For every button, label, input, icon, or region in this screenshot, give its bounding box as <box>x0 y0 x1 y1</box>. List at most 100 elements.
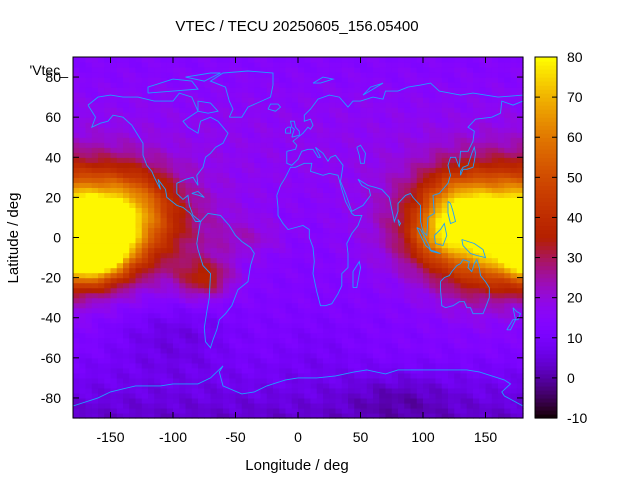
heatmap-cell <box>160 327 168 334</box>
heatmap-cell <box>348 127 355 133</box>
heatmap-cell <box>260 322 268 329</box>
heatmap-cell <box>498 272 505 279</box>
heatmap-cell <box>410 397 418 404</box>
heatmap-cell <box>323 147 330 153</box>
heatmap-cell <box>173 152 180 158</box>
heatmap-cell <box>460 82 468 88</box>
heatmap-cell <box>298 322 305 329</box>
heatmap-cell <box>423 127 430 133</box>
heatmap-cell <box>185 162 193 168</box>
heatmap-cell <box>73 197 80 203</box>
heatmap-cell <box>304 352 312 359</box>
heatmap-cell <box>198 262 205 269</box>
heatmap-cell <box>341 377 349 384</box>
heatmap-cell <box>310 387 318 394</box>
heatmap-cell <box>510 372 518 379</box>
heatmap-cell <box>241 107 249 113</box>
heatmap-cell <box>204 337 212 344</box>
heatmap-cell <box>254 127 262 133</box>
heatmap-cell <box>166 207 174 214</box>
heatmap-cell <box>135 142 143 148</box>
heatmap-cell <box>198 377 205 384</box>
heatmap-cell <box>104 242 112 249</box>
heatmap-cell <box>173 142 180 148</box>
heatmap-cell <box>129 232 137 239</box>
heatmap-cell <box>248 282 255 289</box>
heatmap-cell <box>148 287 155 294</box>
heatmap-cell <box>516 332 524 339</box>
heatmap-cell <box>273 252 280 259</box>
heatmap-cell <box>360 267 368 274</box>
heatmap-cell <box>141 377 149 384</box>
heatmap-cell <box>366 287 374 294</box>
heatmap-cell <box>335 267 343 274</box>
heatmap-cell <box>323 397 330 404</box>
heatmap-cell <box>198 247 205 254</box>
heatmap-cell <box>498 242 505 249</box>
heatmap-cell <box>454 317 462 324</box>
heatmap-cell <box>98 217 105 224</box>
heatmap-cell <box>448 357 455 364</box>
heatmap-cell <box>310 192 318 198</box>
heatmap-cell <box>91 132 99 138</box>
heatmap-cell <box>310 157 318 163</box>
heatmap-cell <box>329 292 337 299</box>
heatmap-cell <box>466 137 474 143</box>
heatmap-cell <box>304 227 312 234</box>
heatmap-cell <box>373 407 380 414</box>
heatmap-cell <box>379 282 387 289</box>
heatmap-cell <box>104 267 112 274</box>
heatmap-cell <box>166 82 174 88</box>
heatmap-cell <box>354 107 362 113</box>
heatmap-cell <box>448 322 455 329</box>
heatmap-cell <box>123 362 130 369</box>
heatmap-cell <box>141 82 149 88</box>
heatmap-cell <box>485 192 493 198</box>
heatmap-cell <box>185 292 193 299</box>
heatmap-cell <box>454 152 462 158</box>
heatmap-cell <box>348 232 355 239</box>
heatmap-cell <box>410 352 418 359</box>
heatmap-cell <box>123 247 130 254</box>
heatmap-cell <box>241 72 249 78</box>
heatmap-cell <box>348 262 355 269</box>
heatmap-cell <box>204 382 212 389</box>
heatmap-cell <box>154 87 162 93</box>
heatmap-cell <box>110 382 118 389</box>
heatmap-cell <box>104 217 112 224</box>
heatmap-cell <box>485 217 493 224</box>
heatmap-cell <box>479 72 487 78</box>
heatmap-cell <box>135 387 143 394</box>
heatmap-cell <box>435 102 443 108</box>
heatmap-cell <box>423 327 430 334</box>
heatmap-cell <box>229 317 237 324</box>
heatmap-cell <box>260 367 268 374</box>
heatmap-cell <box>191 127 199 133</box>
heatmap-cell <box>479 372 487 379</box>
heatmap-cell <box>104 192 112 198</box>
heatmap-cell <box>448 232 455 239</box>
heatmap-cell <box>166 227 174 234</box>
heatmap-cell <box>110 397 118 404</box>
heatmap-cell <box>185 402 193 409</box>
heatmap-cell <box>448 82 455 88</box>
heatmap-cell <box>273 112 280 118</box>
heatmap-cell <box>191 272 199 279</box>
heatmap-cell <box>373 312 380 319</box>
heatmap-cell <box>216 112 224 118</box>
heatmap-cell <box>310 152 318 158</box>
heatmap-cell <box>516 122 524 128</box>
heatmap-cell <box>110 247 118 254</box>
heatmap-cell <box>473 247 480 254</box>
heatmap-cell <box>316 387 324 394</box>
heatmap-cell <box>235 322 243 329</box>
heatmap-cell <box>498 202 505 209</box>
heatmap-cell <box>166 407 174 414</box>
heatmap-cell <box>279 102 287 108</box>
heatmap-cell <box>316 382 324 389</box>
heatmap-cell <box>285 147 293 153</box>
heatmap-cell <box>198 82 205 88</box>
heatmap-cell <box>135 187 143 193</box>
heatmap-cell <box>341 167 349 173</box>
heatmap-cell <box>204 377 212 384</box>
